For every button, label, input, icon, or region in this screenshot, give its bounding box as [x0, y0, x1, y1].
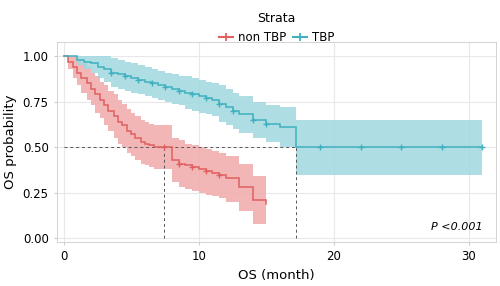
X-axis label: OS (month): OS (month): [238, 269, 315, 282]
Y-axis label: OS probability: OS probability: [4, 95, 17, 189]
Text: P <0.001: P <0.001: [431, 222, 482, 232]
Legend: non TBP, TBP: non TBP, TBP: [214, 7, 339, 49]
